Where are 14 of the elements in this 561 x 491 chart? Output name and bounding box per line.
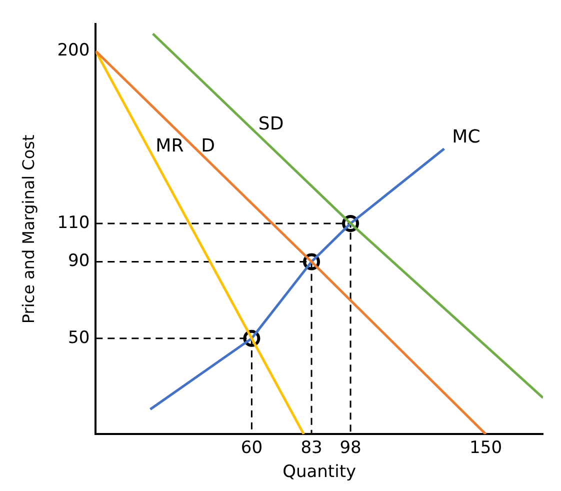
series-label: SD — [258, 113, 284, 134]
x-axis-title: Quantity — [282, 462, 356, 482]
y-axis-title: Price and Marginal Cost — [18, 134, 38, 324]
y-tick-label: 200 — [57, 40, 90, 60]
x-tick-label: 98 — [340, 438, 362, 458]
y-tick-label: 110 — [57, 212, 90, 233]
series-label: MR — [156, 135, 184, 156]
x-tick-label: 60 — [240, 438, 263, 458]
series-label: MC — [452, 126, 480, 148]
x-tick-label: 83 — [300, 438, 322, 458]
series-label: D — [201, 135, 216, 156]
y-tick-label: 90 — [68, 251, 90, 272]
y-tick-label: 50 — [68, 328, 90, 348]
x-tick-label: 150 — [470, 438, 502, 458]
